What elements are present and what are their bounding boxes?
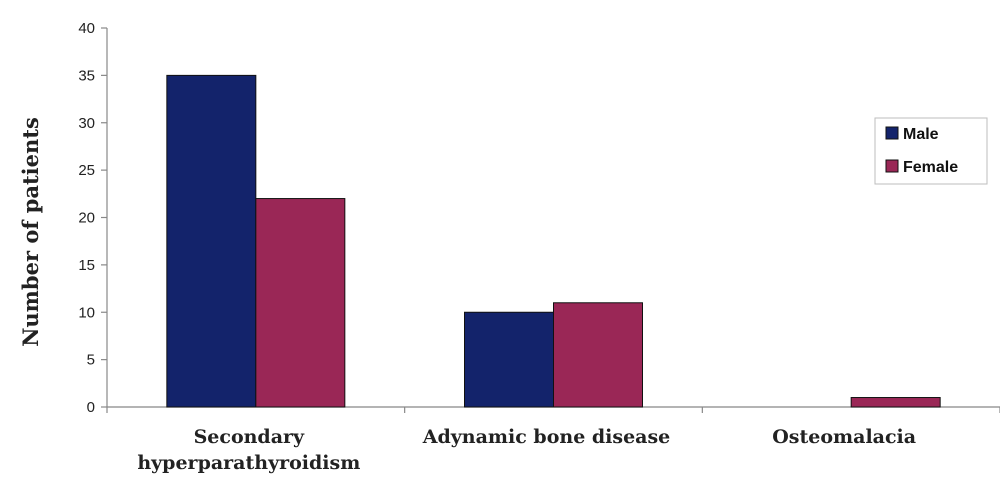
y-axis: 0 5 10 15 20 25 30 35 40 [78,20,108,416]
bar-female-2 [850,397,941,408]
bar-female-1 [553,302,643,408]
category-label-line: Osteomalacia [772,426,916,448]
y-tick-label: 15 [78,257,95,274]
legend-box [874,117,988,185]
y-tick-label: 0 [87,399,95,416]
category-label: Osteomalacia [772,426,916,448]
legend-swatch-female [885,159,899,173]
category-label-line: Secondary [194,426,305,448]
y-tick-label: 5 [87,352,95,369]
legend-label-female: Female [903,159,958,176]
category-labels: Secondary hyperparathyroidism Adynamic bon… [137,426,916,474]
category-label-line: Adynamic bone disease [422,426,671,448]
category-label-line: hyperparathyroidism [137,452,360,474]
legend-swatch-male [885,126,899,140]
category-label: Adynamic bone disease [422,426,671,448]
bar-male-0 [166,74,257,408]
y-tick-label: 25 [78,162,95,179]
y-tick-label: 20 [78,210,95,227]
bar-male-1 [464,311,554,408]
y-tick-label: 35 [78,67,95,84]
y-tick-label: 30 [78,115,95,132]
legend: Male Female [874,117,988,185]
legend-label-male: Male [903,126,939,143]
y-axis-title: Number of patients [18,117,43,347]
bar-female-0 [255,198,346,408]
x-axis [106,406,1000,413]
y-tick-label: 40 [78,20,95,37]
bars [166,74,941,408]
category-label: Secondary hyperparathyroidism [137,426,360,474]
y-tick-label: 10 [78,304,95,321]
